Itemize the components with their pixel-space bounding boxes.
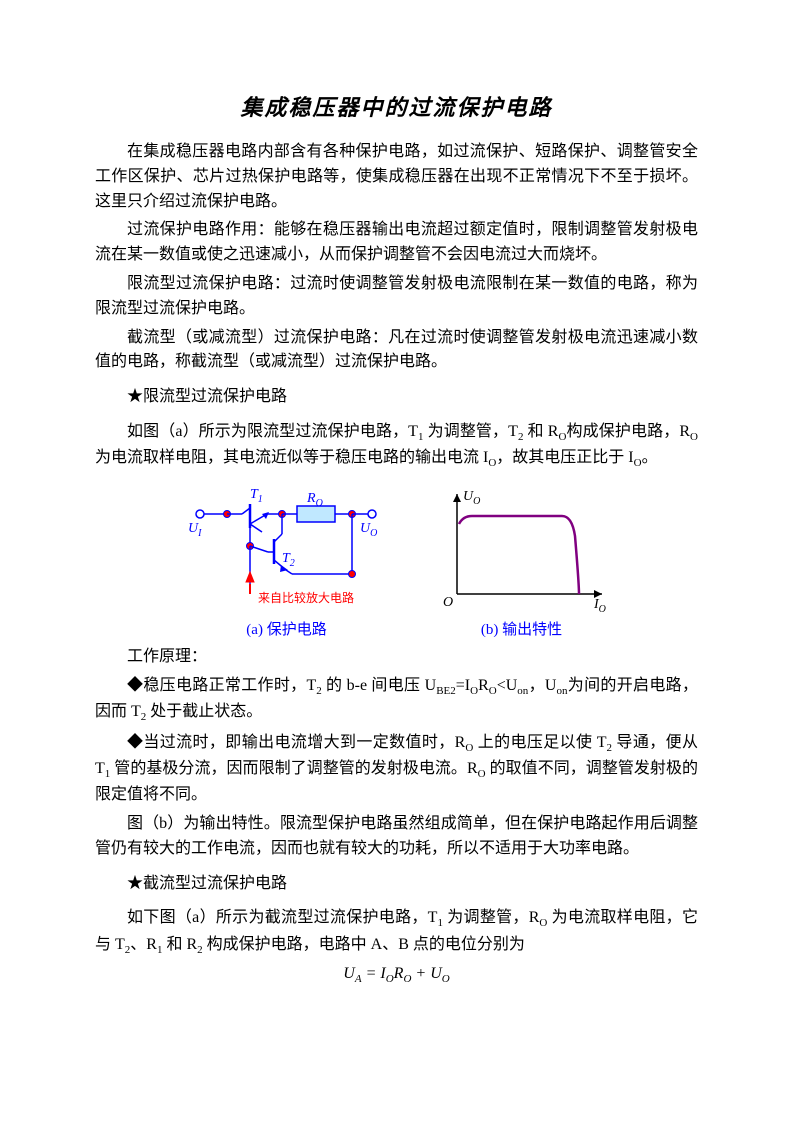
- formula-ua: UA = IORO + UO: [95, 965, 698, 985]
- svg-text:来自比较放大电路: 来自比较放大电路: [258, 590, 354, 605]
- circuit-description: 如图（a）所示为限流型过流保护电路，T1 为调整管，T2 和 RO构成保护电路，…: [95, 420, 698, 472]
- svg-text:UO: UO: [463, 489, 480, 507]
- circuit-svg: UIT1ROUOT2来自比较放大电路: [182, 484, 392, 614]
- function-paragraph: 过流保护电路作用：能够在稳压器输出电流超过额定值时，限制调整管发射极电流在某一数…: [95, 218, 698, 268]
- svg-text:O: O: [443, 595, 453, 610]
- output-figure: UO IO O (b) 输出特性: [432, 484, 612, 639]
- output-characteristic-desc: 图（b）为输出特性。限流型保护电路虽然组成简单，但在保护电路起作用后调整管仍有较…: [95, 812, 698, 862]
- svg-text:T1: T1: [250, 487, 263, 505]
- svg-text:IO: IO: [593, 597, 606, 614]
- section-heading-2: ★截流型过流保护电路: [95, 872, 698, 897]
- principle-label: 工作原理：: [95, 645, 698, 670]
- svg-text:UI: UI: [188, 521, 202, 539]
- page-title: 集成稳压器中的过流保护电路: [95, 90, 698, 122]
- circuit-caption: (a) 保护电路: [246, 618, 326, 639]
- principle-overcurrent: ◆当过流时，即输出电流增大到一定数值时，RO 上的电压足以使 T2 导通，便从 …: [95, 731, 698, 808]
- cutoff-circuit-desc: 如下图（a）所示为截流型过流保护电路，T1 为调整管，RO 为电流取样电阻，它与…: [95, 906, 698, 958]
- figure-row: UIT1ROUOT2来自比较放大电路 (a) 保护电路 UOIOO (b) 输出…: [95, 484, 698, 639]
- svg-text:UO: UO: [360, 521, 377, 539]
- section-heading-1: ★限流型过流保护电路: [95, 385, 698, 410]
- svg-text:T2: T2: [282, 551, 295, 569]
- current-cutoff-def: 截流型（或减流型）过流保护电路：凡在过流时使调整管发射极电流迅速减小数值的电路，…: [95, 326, 698, 376]
- page: 集成稳压器中的过流保护电路 在集成稳压器电路内部含有各种保护电路，如过流保护、短…: [0, 0, 793, 1122]
- principle-normal: ◆稳压电路正常工作时，T2 的 b-e 间电压 UBE2=IORO<Uon，Uo…: [95, 674, 698, 726]
- output-caption: (b) 输出特性: [481, 618, 562, 639]
- current-limit-def: 限流型过流保护电路：过流时使调整管发射极电流限制在某一数值的电路，称为限流型过流…: [95, 272, 698, 322]
- output-svg: UO IO O: [432, 484, 612, 614]
- intro-paragraph: 在集成稳压器电路内部含有各种保护电路，如过流保护、短路保护、调整管安全工作区保护…: [95, 140, 698, 214]
- circuit-figure: UIT1ROUOT2来自比较放大电路 (a) 保护电路: [182, 484, 392, 639]
